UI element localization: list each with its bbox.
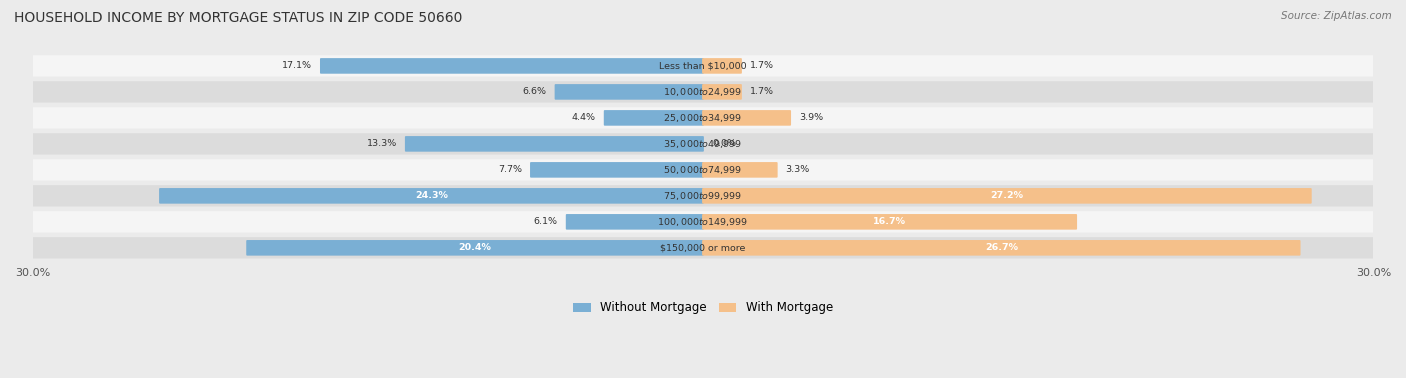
FancyBboxPatch shape — [246, 240, 704, 256]
Text: 4.4%: 4.4% — [572, 113, 596, 122]
Text: Less than $10,000: Less than $10,000 — [659, 61, 747, 70]
Legend: Without Mortgage, With Mortgage: Without Mortgage, With Mortgage — [568, 297, 838, 319]
FancyBboxPatch shape — [321, 58, 704, 74]
Text: 1.7%: 1.7% — [749, 87, 773, 96]
FancyBboxPatch shape — [702, 58, 742, 74]
Text: 6.6%: 6.6% — [523, 87, 547, 96]
FancyBboxPatch shape — [32, 211, 1374, 232]
FancyBboxPatch shape — [32, 55, 1374, 77]
Text: HOUSEHOLD INCOME BY MORTGAGE STATUS IN ZIP CODE 50660: HOUSEHOLD INCOME BY MORTGAGE STATUS IN Z… — [14, 11, 463, 25]
FancyBboxPatch shape — [32, 81, 1374, 102]
Text: 3.3%: 3.3% — [786, 165, 810, 174]
FancyBboxPatch shape — [32, 133, 1374, 155]
Text: 20.4%: 20.4% — [458, 243, 492, 253]
Text: 0.0%: 0.0% — [711, 139, 735, 149]
FancyBboxPatch shape — [565, 214, 704, 230]
Text: 24.3%: 24.3% — [415, 191, 449, 200]
Text: 17.1%: 17.1% — [283, 61, 312, 70]
FancyBboxPatch shape — [702, 84, 742, 100]
Text: $25,000 to $34,999: $25,000 to $34,999 — [664, 112, 742, 124]
FancyBboxPatch shape — [32, 159, 1374, 181]
Text: $10,000 to $24,999: $10,000 to $24,999 — [664, 86, 742, 98]
Text: Source: ZipAtlas.com: Source: ZipAtlas.com — [1281, 11, 1392, 21]
Text: $50,000 to $74,999: $50,000 to $74,999 — [664, 164, 742, 176]
Text: $100,000 to $149,999: $100,000 to $149,999 — [658, 216, 748, 228]
FancyBboxPatch shape — [32, 237, 1374, 259]
Text: 1.7%: 1.7% — [749, 61, 773, 70]
FancyBboxPatch shape — [32, 185, 1374, 206]
Text: 6.1%: 6.1% — [534, 217, 558, 226]
FancyBboxPatch shape — [554, 84, 704, 100]
Text: 26.7%: 26.7% — [984, 243, 1018, 253]
Text: 13.3%: 13.3% — [367, 139, 396, 149]
FancyBboxPatch shape — [32, 107, 1374, 129]
Text: $75,000 to $99,999: $75,000 to $99,999 — [664, 190, 742, 202]
FancyBboxPatch shape — [530, 162, 704, 178]
FancyBboxPatch shape — [603, 110, 704, 126]
FancyBboxPatch shape — [702, 240, 1301, 256]
Text: 27.2%: 27.2% — [990, 191, 1024, 200]
FancyBboxPatch shape — [159, 188, 704, 204]
FancyBboxPatch shape — [405, 136, 704, 152]
Text: 7.7%: 7.7% — [498, 165, 522, 174]
FancyBboxPatch shape — [702, 110, 792, 126]
FancyBboxPatch shape — [702, 188, 1312, 204]
Text: 3.9%: 3.9% — [799, 113, 823, 122]
FancyBboxPatch shape — [702, 214, 1077, 230]
Text: $35,000 to $49,999: $35,000 to $49,999 — [664, 138, 742, 150]
Text: $150,000 or more: $150,000 or more — [661, 243, 745, 253]
FancyBboxPatch shape — [702, 162, 778, 178]
Text: 16.7%: 16.7% — [873, 217, 905, 226]
